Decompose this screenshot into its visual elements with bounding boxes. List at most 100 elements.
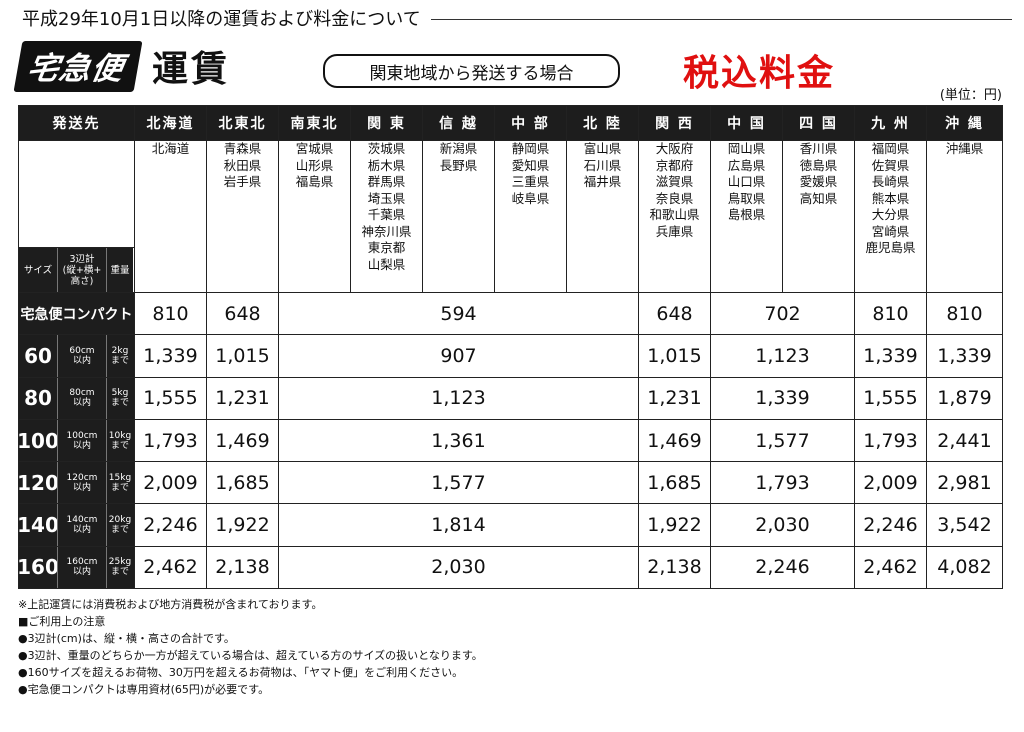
price-cell: 648: [638, 292, 711, 336]
prefecture-name: 福井県: [583, 174, 622, 189]
price-cell: 1,123: [710, 334, 855, 378]
price-cell: 1,685: [206, 461, 279, 505]
size-dimension: 80cm 以内: [57, 377, 106, 419]
price-cell: 1,793: [710, 461, 855, 505]
size-row: 60 60cm 以内 2kg まで 1,339 1,015 907 1,015 1,123 1,…: [18, 334, 1003, 378]
region-header: 北 陸: [566, 105, 639, 141]
size-label-cell: 160 160cm 以内 25kg まで: [17, 545, 135, 590]
prefecture-name: 富山県: [583, 141, 622, 156]
region-header-row: 発送先 北海道 北東北 南東北 関 東 信 越 中 部 北 陸 関 西 中 国 …: [18, 105, 1003, 141]
price-cell: 3,542: [926, 503, 1003, 547]
compact-row: 宅急便コンパクト 810 648 594 648 702 810 810: [18, 292, 1003, 336]
prefecture-list: 富山県 石川県 福井県: [566, 139, 639, 294]
prefecture-list: 沖縄県: [926, 139, 1003, 294]
prefecture-list: 香川県 徳島県 愛媛県 高知県: [782, 139, 855, 294]
prefecture-name: 広島県: [727, 157, 766, 173]
price-cell: 1,361: [278, 418, 639, 463]
region-header: 九 州: [854, 105, 927, 141]
size-label-cell: 140 140cm 以内 20kg まで: [17, 503, 135, 547]
price-cell: 810: [854, 292, 927, 336]
prefecture-name: 群馬県: [367, 174, 406, 189]
price-cell: 2,138: [638, 545, 711, 590]
size-label-cell: 80 80cm 以内 5kg まで: [18, 376, 135, 420]
prefecture-name: 滋賀県: [655, 174, 694, 189]
prefecture-name: 宮城県: [295, 141, 334, 156]
price-cell: 1,123: [278, 376, 639, 420]
prefecture-name: 東京都: [367, 240, 406, 255]
size-row: 80 80cm 以内 5kg まで 1,555 1,231 1,123 1,231 1,339…: [18, 376, 1003, 420]
price-cell: 2,246: [710, 545, 855, 590]
size-row: 100 100cm 以内 10kg まで 1,793 1,469 1,361 1,469 1,…: [17, 418, 1003, 463]
price-cell: 702: [710, 292, 855, 336]
price-cell: 1,922: [638, 503, 711, 547]
prefecture-list: 北海道: [134, 139, 207, 294]
region-header: 関 西: [638, 105, 711, 141]
prefecture-name: 島根県: [727, 207, 766, 222]
prefecture-name: 鹿児島県: [865, 240, 916, 255]
price-cell: 1,339: [134, 334, 207, 378]
price-cell: 1,685: [638, 461, 711, 505]
prefecture-name: 茨城県: [367, 141, 406, 156]
prefecture-list: 福岡県 佐賀県 長崎県 熊本県 大分県 宮崎県 鹿児島県: [854, 139, 927, 294]
size-dimension: 60cm 以内: [57, 335, 106, 377]
prefecture-name: 北海道: [151, 141, 190, 156]
region-label: 関東地域から発送する場合: [323, 54, 620, 88]
price-cell: 1,339: [926, 334, 1003, 378]
size-label-cell: 60 60cm 以内 2kg まで: [18, 334, 135, 378]
rate-table: 発送先 北海道 北東北 南東北 関 東 信 越 中 部 北 陸 関 西 中 国 …: [17, 105, 1003, 590]
size-weight: 10kg まで: [106, 419, 133, 462]
prefecture-name: 兵庫県: [655, 223, 694, 239]
price-cell: 1,922: [206, 503, 279, 547]
price-cell: 1,015: [206, 334, 279, 378]
prefecture-list: 岡山県 広島県 山口県 鳥取県 島根県: [710, 139, 783, 294]
prefecture-name: 岐阜県: [511, 190, 550, 206]
size-weight: 20kg まで: [106, 504, 133, 546]
price-cell: 594: [278, 292, 639, 336]
price-cell: 1,015: [638, 334, 711, 378]
size-row: 160 160cm 以内 25kg まで 2,462 2,138 2,030 2,138 2,…: [17, 545, 1003, 590]
prefecture-name: 山形県: [295, 157, 334, 173]
size-header-size: サイズ: [19, 248, 58, 293]
price-cell: 2,030: [710, 503, 855, 547]
price-cell: 2,009: [854, 461, 927, 505]
prefecture-name: 佐賀県: [871, 157, 910, 173]
price-cell: 1,577: [710, 418, 855, 463]
region-header: 四 国: [782, 105, 855, 141]
prefecture-name: 香川県: [799, 141, 838, 156]
note-line: ●3辺計、重量のどちらか一方が超えている場合は、超えている方のサイズの扱いとなり…: [18, 649, 483, 662]
heading-text: 平成29年10月1日以降の運賃および料金について: [22, 9, 421, 30]
note-line: ■ご利用上の注意: [18, 615, 106, 628]
price-cell: 810: [134, 292, 207, 336]
prefecture-name: 鳥取県: [727, 190, 766, 206]
region-header: 信 越: [422, 105, 495, 141]
price-cell: 1,339: [710, 376, 855, 420]
prefecture-name: 岩手県: [223, 174, 262, 189]
size-dimension: 100cm 以内: [57, 419, 106, 462]
unit-label: (単位：円): [939, 88, 1002, 103]
size-label-cell: 120 120cm 以内 15kg まで: [17, 461, 135, 505]
price-cell: 2,981: [926, 461, 1003, 505]
size-weight: 2kg まで: [106, 335, 133, 377]
heading-rule: [430, 18, 1012, 20]
prefecture-list: 大阪府 京都府 滋賀県 奈良県 和歌山県 兵庫県: [638, 139, 711, 294]
prefecture-name: 長野県: [439, 157, 478, 173]
region-header: 沖 縄: [926, 105, 1003, 141]
price-cell: 2,441: [926, 418, 1003, 463]
compact-label: 宅急便コンパクト: [18, 292, 135, 336]
price-cell: 1,814: [278, 503, 639, 547]
prefecture-name: 三重県: [511, 174, 550, 189]
notes-section: ※上記運賃には消費税および地方消費税が含まれております。 ■ご利用上の注意 ●3辺計…: [18, 596, 483, 698]
prefecture-row: サイズ 3辺計 (縦+横+ 高さ) 重量 北海道 青森県 秋田県 岩手県 宮城県 山形県福…: [18, 139, 1003, 294]
size-number: 100: [17, 428, 59, 453]
tax-included-label: 税込料金: [683, 53, 836, 94]
prefecture-name: 京都府: [655, 157, 694, 173]
prefecture-name: 奈良県: [655, 190, 694, 206]
prefecture-name: 大分県: [871, 207, 910, 222]
prefecture-name: 福島県: [295, 174, 334, 189]
prefecture-name: 山口県: [727, 174, 766, 189]
prefecture-name: 熊本県: [871, 190, 910, 206]
price-cell: 1,469: [638, 418, 711, 463]
price-cell: 1,469: [206, 418, 279, 463]
prefecture-name: 秋田県: [223, 157, 262, 173]
prefecture-list: 静岡県 愛知県 三重県 岐阜県: [494, 139, 567, 294]
